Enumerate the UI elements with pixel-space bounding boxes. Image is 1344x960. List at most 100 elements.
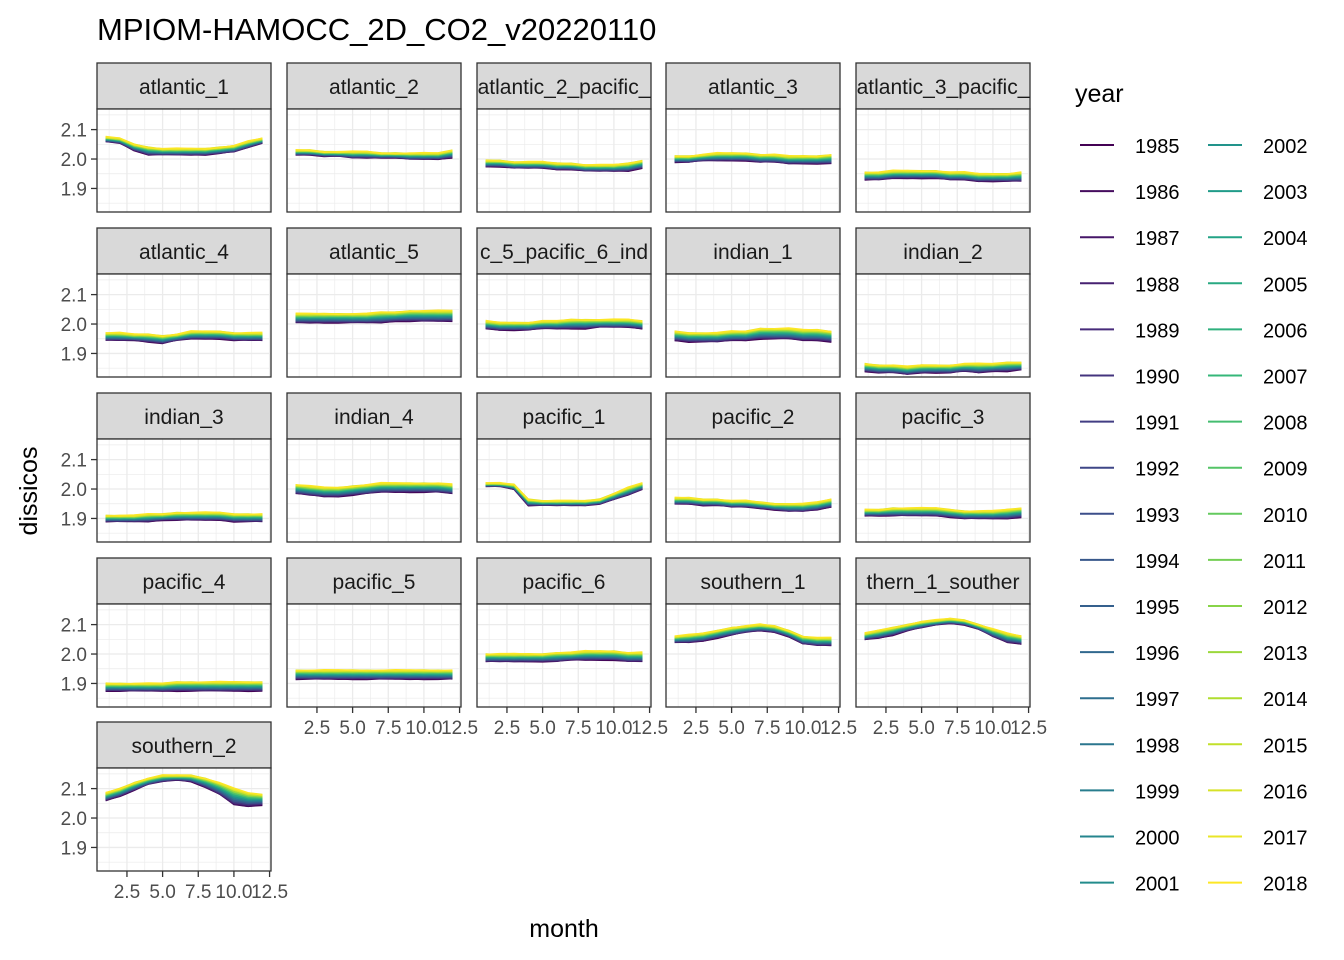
legend-label: 1998 <box>1135 735 1180 757</box>
y-tick-label: 2.1 <box>61 616 87 637</box>
facet-strip <box>855 227 1031 275</box>
series-line-2018 <box>674 151 832 158</box>
facet-strip <box>855 62 1031 110</box>
facet-strip-label: pacific_6 <box>523 571 606 594</box>
x-tick-label: 2.5 <box>494 718 520 739</box>
legend-label: 2016 <box>1263 781 1308 803</box>
legend-item-1996: 1996 <box>1080 643 1180 665</box>
legend-item-1992: 1992 <box>1080 459 1180 481</box>
series-lines <box>105 511 263 523</box>
legend-label: 1987 <box>1135 228 1180 250</box>
series-lines <box>105 680 263 693</box>
panel-grid <box>477 439 651 542</box>
x-tick-label: 12.5 <box>1010 718 1047 739</box>
facet-panels: atlantic_1 1.9 2.0 2.1 atlantic_2 atlantic_2_… <box>61 62 1047 903</box>
panel-background <box>97 109 271 212</box>
series-lines <box>674 327 832 343</box>
facet-strip-label: thern_1_souther <box>867 571 1020 594</box>
x-tick-label: 10.0 <box>784 718 821 739</box>
panel-border <box>286 603 462 708</box>
legend-item-1994: 1994 <box>1080 551 1180 573</box>
facet-strip <box>286 62 462 110</box>
panel-background <box>856 109 1030 212</box>
legend-item-2008: 2008 <box>1208 413 1308 435</box>
legend-item-1995: 1995 <box>1080 597 1180 619</box>
facet-strip <box>855 392 1031 440</box>
y-tick-label: 1.9 <box>61 344 87 365</box>
facet-panel: indian_2 <box>855 227 1031 378</box>
legend-label: 1986 <box>1135 182 1180 204</box>
panel-border <box>665 108 841 213</box>
panel-border <box>286 438 462 543</box>
series-line-2018 <box>295 309 453 315</box>
panel-border <box>96 273 272 378</box>
facet-panel: pacific_1 <box>476 392 652 543</box>
legend-item-2014: 2014 <box>1208 689 1308 711</box>
panel-grid <box>666 274 840 377</box>
facet-strip-label: pacific_3 <box>902 406 985 429</box>
panel-grid <box>287 604 461 707</box>
x-tick-label: 10.0 <box>215 882 252 903</box>
facet-strip <box>665 557 841 605</box>
x-tick-label: 12.5 <box>820 718 857 739</box>
legend-item-1985: 1985 <box>1080 136 1180 158</box>
panel-border <box>665 438 841 543</box>
series-line-2018 <box>485 318 643 324</box>
legend-item-1991: 1991 <box>1080 413 1180 435</box>
series-lines <box>295 149 453 161</box>
panel-grid <box>287 274 461 377</box>
series-lines <box>295 309 453 324</box>
legend-label: 1992 <box>1135 459 1180 481</box>
facet-strip-label: indian_3 <box>144 406 223 429</box>
legend-label: 2002 <box>1263 136 1308 158</box>
series-lines <box>295 669 453 681</box>
legend-label: 2010 <box>1263 505 1308 527</box>
legend-item-1993: 1993 <box>1080 505 1180 527</box>
legend-label: 1991 <box>1135 413 1180 435</box>
facet-panel: pacific_6 2.5 5.0 7.5 10.012.5 <box>476 557 668 739</box>
x-tick-label: 5.0 <box>339 718 365 739</box>
series-lines <box>295 481 453 498</box>
series-line-2018 <box>485 159 643 166</box>
legend-item-2015: 2015 <box>1208 735 1308 757</box>
facet-strip-label: pacific_2 <box>712 406 795 429</box>
facet-strip-label: atlantic_1 <box>139 76 229 99</box>
series-lines <box>485 481 643 507</box>
facet-strip-label: atlantic_4 <box>139 241 229 264</box>
y-tick-label: 2.1 <box>61 121 87 142</box>
facet-strip-label: atlantic_3_pacific_ <box>857 76 1030 99</box>
legend-label: 1994 <box>1135 551 1180 573</box>
facet-strip-label: atlantic_3 <box>708 76 798 99</box>
panel-grid <box>856 439 1030 542</box>
series-line-2018 <box>864 361 1022 367</box>
series-lines <box>105 135 263 156</box>
x-tick-label: 10.0 <box>405 718 442 739</box>
facet-panel: pacific_5 2.5 5.0 7.5 10.012.5 <box>286 557 478 739</box>
facet-strip-label: indian_1 <box>713 241 792 264</box>
legend-label: 2003 <box>1263 182 1308 204</box>
y-tick-label: 2.0 <box>61 315 87 336</box>
panel-grid <box>666 439 840 542</box>
legend-item-2005: 2005 <box>1208 274 1308 296</box>
legend-item-1990: 1990 <box>1080 367 1180 389</box>
legend-label: 1997 <box>1135 689 1180 711</box>
series-line-2018 <box>485 649 643 656</box>
panel-background <box>856 274 1030 377</box>
series-lines <box>864 169 1022 183</box>
legend-label: 2017 <box>1263 828 1308 850</box>
panel-grid <box>97 109 271 212</box>
y-tick-label: 2.0 <box>61 809 87 830</box>
legend-label: 2011 <box>1263 551 1306 573</box>
panel-border <box>96 603 272 708</box>
series-lines <box>105 774 263 808</box>
facet-strip-label: atlantic_2_pacific_ <box>478 76 651 99</box>
legend-title: year <box>1075 80 1124 108</box>
series-line-2018 <box>105 330 263 337</box>
series-line-2018 <box>485 481 643 502</box>
x-tick-label: 7.5 <box>565 718 591 739</box>
panel-border <box>96 438 272 543</box>
series-lines <box>485 649 643 663</box>
legend-item-1999: 1999 <box>1080 781 1180 803</box>
facet-panel: atlantic_1 1.9 2.0 2.1 <box>61 62 272 213</box>
legend-label: 2008 <box>1263 413 1308 435</box>
